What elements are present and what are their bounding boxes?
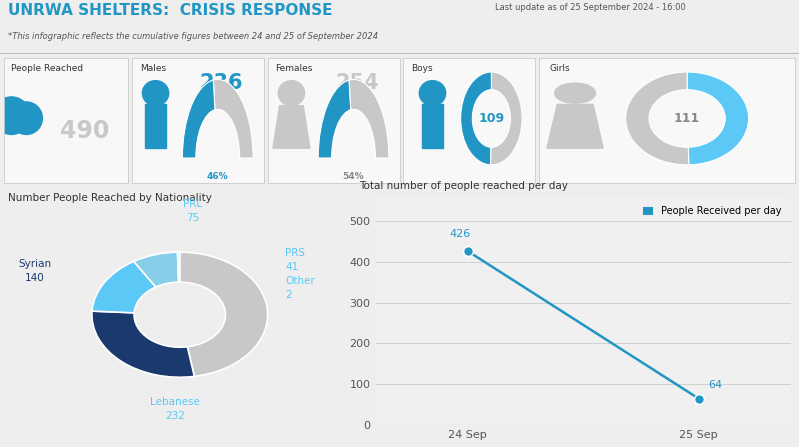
- Circle shape: [0, 97, 30, 135]
- Text: PRL
75: PRL 75: [184, 199, 202, 224]
- Text: People Reached: People Reached: [11, 64, 84, 73]
- Text: Girls: Girls: [550, 64, 570, 73]
- Legend: People Received per day: People Received per day: [638, 202, 786, 221]
- Wedge shape: [687, 72, 749, 165]
- Wedge shape: [349, 80, 389, 158]
- Text: 236: 236: [200, 73, 243, 93]
- Bar: [145, 105, 166, 148]
- Wedge shape: [133, 252, 179, 287]
- Wedge shape: [491, 72, 522, 165]
- Circle shape: [142, 80, 169, 105]
- Circle shape: [419, 80, 446, 105]
- Text: Last update as of 25 September 2024 - 16:00: Last update as of 25 September 2024 - 16…: [495, 3, 686, 12]
- Text: 490: 490: [60, 119, 109, 143]
- Wedge shape: [213, 80, 253, 158]
- Circle shape: [555, 83, 595, 103]
- Circle shape: [278, 80, 304, 105]
- Text: 254: 254: [336, 73, 379, 93]
- Wedge shape: [177, 252, 180, 282]
- Text: PRS
41
Other
2: PRS 41 Other 2: [285, 248, 315, 300]
- Text: 111: 111: [674, 112, 700, 125]
- Text: Boys: Boys: [411, 64, 433, 73]
- Text: Total number of people reached per day: Total number of people reached per day: [360, 181, 568, 190]
- Wedge shape: [626, 72, 689, 165]
- Wedge shape: [182, 80, 215, 158]
- Text: Females: Females: [276, 64, 313, 73]
- Text: Lebanese
232: Lebanese 232: [150, 396, 201, 421]
- Text: Syrian
140: Syrian 140: [18, 259, 51, 283]
- Circle shape: [10, 102, 42, 135]
- Wedge shape: [92, 261, 156, 313]
- Wedge shape: [318, 80, 351, 158]
- Text: 64: 64: [708, 380, 722, 390]
- Text: 46%: 46%: [207, 172, 229, 181]
- Wedge shape: [180, 252, 268, 376]
- Polygon shape: [273, 105, 310, 148]
- Text: 109: 109: [479, 112, 504, 125]
- Wedge shape: [461, 72, 491, 165]
- Text: 54%: 54%: [343, 172, 364, 181]
- Bar: [422, 105, 443, 148]
- Text: UNRWA SHELTERS:  CRISIS RESPONSE: UNRWA SHELTERS: CRISIS RESPONSE: [8, 3, 332, 18]
- Circle shape: [0, 102, 13, 135]
- Text: Males: Males: [140, 64, 166, 73]
- Text: 426: 426: [449, 229, 471, 240]
- Polygon shape: [547, 105, 603, 148]
- Text: *This infographic reflects the cumulative figures between 24 and 25 of September: *This infographic reflects the cumulativ…: [8, 32, 378, 41]
- Text: Number People Reached by Nationality: Number People Reached by Nationality: [8, 193, 213, 202]
- Wedge shape: [92, 311, 194, 377]
